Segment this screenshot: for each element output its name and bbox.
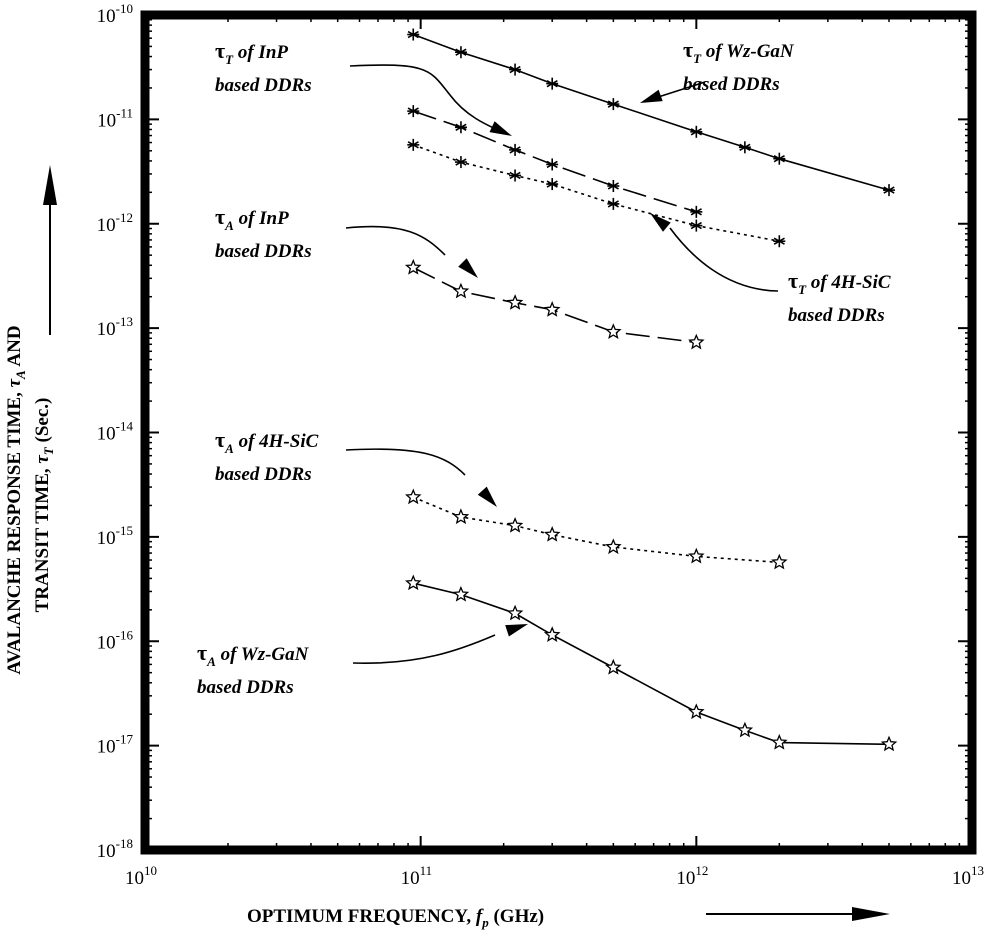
annotation-label-tauT-4hsic: τT of 4H-SiC (788, 268, 891, 297)
annotation-arrow-tauA-4hsic (345, 448, 466, 476)
data-point-tauT-inp (607, 179, 620, 192)
data-point-tauA-4hsic (543, 526, 561, 542)
data-point-tauA-inp (404, 258, 422, 275)
x-tick-label: 1011 (401, 863, 433, 889)
data-point-tauA-inp (543, 300, 561, 317)
x-axis-arrow (706, 907, 890, 921)
data-point-tauT-wzgan (407, 28, 420, 41)
data-point-tauA-inp (688, 333, 705, 350)
data-point-tauT-4hsic (607, 197, 620, 210)
y-axis-arrow (43, 165, 57, 335)
data-point-tauA-wzgan (543, 626, 561, 642)
data-point-tauT-4hsic (509, 169, 522, 182)
annotation-sublabel-tauA-inp: based DDRs (215, 241, 312, 262)
plot-area: 1010 1011 1012 1013 10-10 10-11 10-12 10-13 10-1… (97, 1, 984, 889)
data-point-tauT-wzgan (690, 125, 703, 138)
x-axis-title: OPTIMUM FREQUENCY, fp (GHz) (247, 906, 544, 930)
data-point-tauA-wzgan (688, 703, 705, 720)
data-point-tauA-4hsic (506, 517, 524, 533)
annotation-sublabel-tauT-inp: based DDRs (215, 75, 312, 96)
data-point-tauA-inp (506, 294, 524, 310)
data-point-tauA-4hsic (688, 547, 705, 564)
data-point-tauA-4hsic (405, 488, 422, 505)
y-tick-label: 10-15 (97, 523, 133, 549)
x-tick-label: 1013 (952, 863, 984, 889)
data-point-tauT-wzgan (546, 77, 559, 90)
data-point-tauT-wzgan (454, 46, 467, 59)
y-tick-label: 10-14 (97, 419, 134, 445)
y-tick-label: 10-16 (97, 627, 134, 653)
y-axis-title-line2: TRANSIT TIME, τT (Sec.) (32, 398, 56, 613)
series-line-tauA-inp (412, 266, 697, 344)
annotation-arrowhead-tauA-inp (458, 258, 478, 278)
data-point-tauT-inp (509, 143, 522, 156)
data-point-tauA-wzgan (736, 721, 754, 738)
data-point-tauT-4hsic (690, 219, 703, 232)
data-point-tauA-4hsic (452, 508, 470, 525)
annotation-sublabel-tauA-wzgan: based DDRs (197, 677, 294, 698)
annotation-arrow-tauA-inp (345, 225, 446, 256)
y-tick-label: 10-11 (97, 105, 133, 131)
data-point-tauT-wzgan (883, 184, 896, 197)
annotation-label-tauA-inp: τA of InP (215, 204, 289, 233)
data-point-tauT-wzgan (607, 98, 620, 111)
data-point-tauT-inp (454, 121, 467, 134)
annotation-sublabel-tauA-4hsic: based DDRs (215, 464, 312, 485)
annotation-label-tauT-wzgan: τT of Wz-GaN (683, 37, 795, 66)
annotation-label-tauT-inp: τT of InP (215, 38, 288, 67)
data-point-tauA-inp (605, 323, 622, 339)
data-point-tauA-wzgan (506, 604, 524, 621)
data-point-tauA-wzgan (771, 733, 788, 750)
data-point-tauT-4hsic (546, 178, 559, 191)
data-point-tauA-4hsic (605, 538, 622, 555)
data-point-tauT-wzgan (738, 141, 751, 154)
data-point-tauA-4hsic (771, 553, 788, 570)
annotation-arrow-tauA-wzgan (352, 634, 496, 664)
y-tick-label: 10-12 (97, 210, 133, 236)
annotation-arrowhead-tauT-wzgan (640, 89, 663, 103)
annotation-sublabel-tauT-4hsic: based DDRs (788, 305, 885, 326)
y-tick-label: 10-10 (97, 1, 133, 27)
y-axis-title: AVALANCHE RESPONSE TIME, τA AND (4, 325, 28, 674)
y-tick-label: 10-13 (97, 314, 133, 340)
data-point-tauA-wzgan (405, 574, 422, 591)
data-point-tauT-inp (546, 158, 559, 171)
data-point-tauA-wzgan (880, 735, 898, 752)
annotation-arrowhead-tauT-inp (489, 121, 512, 136)
annotation-label-tauA-4hsic: τA of 4H-SiC (215, 427, 319, 456)
data-point-tauA-wzgan (452, 585, 470, 602)
data-point-tauA-inp (452, 282, 470, 299)
x-tick-label: 1012 (676, 863, 708, 889)
annotation-arrowhead-tauT-4hsic (650, 213, 671, 232)
annotation-arrowhead-tauA-4hsic (477, 486, 497, 507)
series-line-tauT-inp (413, 110, 697, 213)
data-point-tauA-wzgan (605, 658, 622, 675)
annotation-arrow-tauT-4hsic (669, 227, 779, 292)
data-point-tauT-4hsic (773, 235, 786, 248)
data-point-tauT-4hsic (454, 156, 467, 169)
annotation-label-tauA-wzgan: τA of Wz-GaN (197, 640, 310, 669)
data-point-tauT-wzgan (509, 63, 522, 76)
y-tick-label: 10-18 (97, 836, 133, 862)
y-tick-label: 10-17 (97, 732, 134, 758)
y-axis-title-line1: AVALANCHE RESPONSE TIME, τA AND (4, 325, 28, 674)
data-point-tauT-inp (690, 205, 703, 218)
data-point-tauT-4hsic (407, 138, 420, 151)
annotation-arrow-tauT-inp (349, 64, 509, 135)
data-point-tauT-wzgan (773, 152, 786, 165)
x-tick-label: 1010 (125, 863, 157, 889)
data-point-tauT-inp (407, 105, 420, 118)
y-axis-title-2: TRANSIT TIME, τT (Sec.) (32, 398, 56, 613)
annotation-sublabel-tauT-wzgan: based DDRs (683, 74, 780, 95)
annotation-arrowhead-tauA-wzgan (505, 624, 528, 637)
